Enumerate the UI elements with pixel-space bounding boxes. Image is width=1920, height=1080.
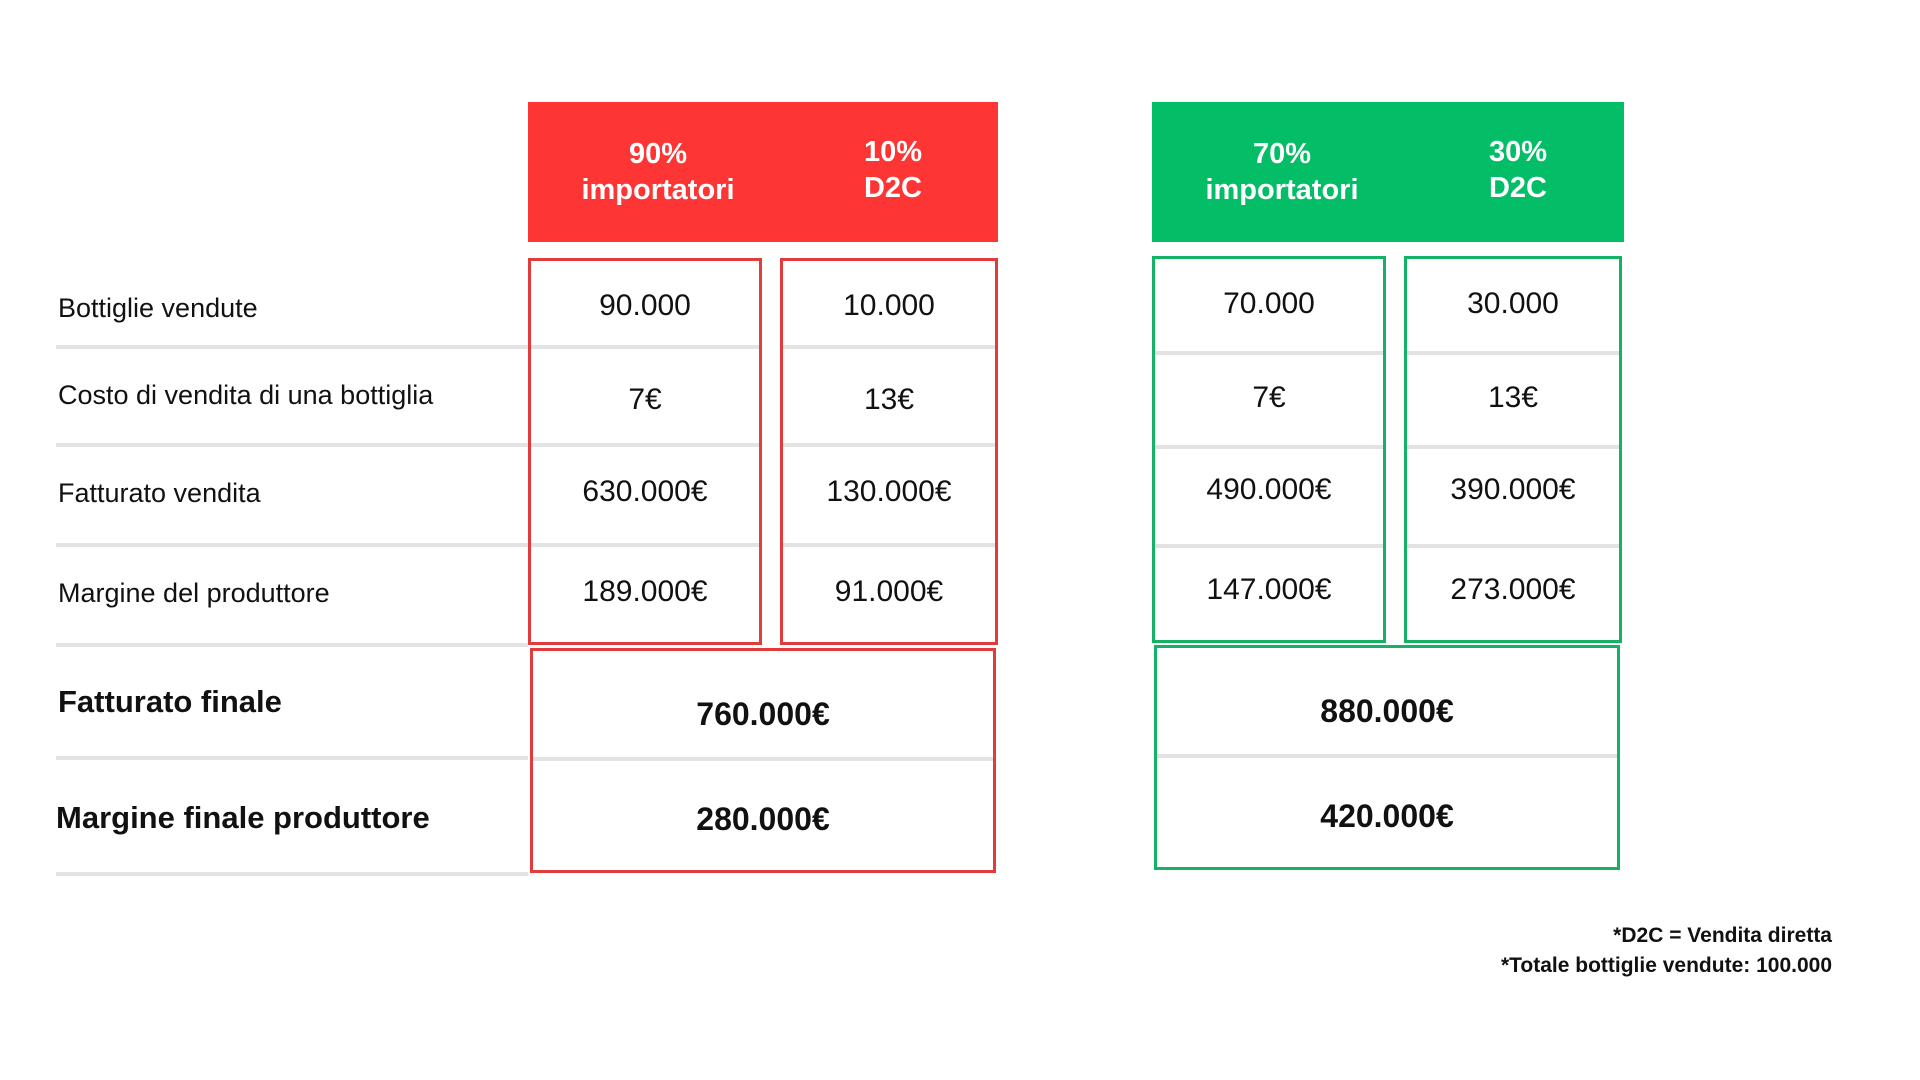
row-label-sales-revenue: Fatturato vendita [58,478,261,508]
row-separator [56,345,528,349]
row-separator [56,872,528,876]
footnote-total-bottles: *Totale bottiglie vendute: 100.000 [1500,954,1832,977]
cell-divider [1155,351,1383,355]
cell-divider [1155,445,1383,449]
cell-divider [783,543,995,547]
scenario-a-d2c-margin: 91.000€ [834,575,944,608]
row-separator [56,543,528,547]
cell-divider [531,543,759,547]
cell-divider [1407,544,1619,548]
scenario-b-d2c-margin: 273.000€ [1450,573,1576,606]
scenario-a-importers-header: 90% importatori [581,138,735,206]
cell-divider [1407,351,1619,355]
scenario-b-final-revenue: 880.000€ [1320,693,1454,729]
cell-divider [531,345,759,349]
scenario-a-d2c-revenue: 130.000€ [826,475,952,508]
scenario-a-d2c-column: 10.000 13€ 130.000€ 91.000€ [780,258,998,645]
scenario-b-importers-revenue: 490.000€ [1206,473,1332,506]
scenario-b-final-margin: 420.000€ [1320,798,1454,834]
scenario-b-importers-margin: 147.000€ [1206,573,1332,606]
scenario-a-final-margin: 280.000€ [696,801,830,837]
scenario-a-d2c-cost: 13€ [863,383,915,416]
cell-divider [531,443,759,447]
scenario-a-importers-revenue: 630.000€ [582,475,708,508]
scenario-a-totals: 760.000€ 280.000€ [530,648,996,873]
scenario-b-totals: 880.000€ 420.000€ [1154,645,1620,870]
row-label-final-revenue: Fatturato finale [58,684,282,719]
cell-divider [1157,754,1617,758]
cell-divider [783,443,995,447]
scenario-b-importers-bottles: 70.000 [1223,287,1315,320]
scenario-a-importers-margin: 189.000€ [582,575,708,608]
cell-divider [1155,544,1383,548]
cell-divider [1407,445,1619,449]
cell-divider [783,345,995,349]
scenario-a-importers-cost: 7€ [628,383,662,416]
cell-divider [533,757,993,761]
scenario-a-header: 90% importatori 10% D2C [528,102,998,242]
scenario-a-importers-bottles: 90.000 [599,289,691,322]
row-label-cost-per-bottle: Costo di vendita di una bottiglia [58,380,434,410]
scenario-a-d2c-header: 10% D2C [863,136,923,204]
scenario-b-d2c-bottles: 30.000 [1467,287,1559,320]
row-separator [56,756,528,760]
row-label-bottles-sold: Bottiglie vendute [58,293,258,323]
scenario-a-final-revenue: 760.000€ [696,696,830,732]
scenario-b-importers-cost: 7€ [1252,381,1286,414]
scenario-b-importers-column: 70.000 7€ 490.000€ 147.000€ [1152,256,1386,643]
scenario-a-d2c-bottles: 10.000 [843,289,935,322]
scenario-b-d2c-revenue: 390.000€ [1450,473,1576,506]
row-separator [56,443,528,447]
scenario-b-header: 70% importatori 30% D2C [1152,102,1624,242]
row-separator [56,643,528,647]
scenario-b-d2c-cost: 13€ [1487,381,1539,414]
scenario-a-importers-column: 90.000 7€ 630.000€ 189.000€ [528,258,762,645]
scenario-b-d2c-header: 30% D2C [1488,136,1548,204]
row-label-final-margin: Margine finale produttore [56,800,430,835]
footnote-d2c-definition: *D2C = Vendita diretta [1613,924,1832,947]
row-label-producer-margin: Margine del produttore [58,578,330,608]
scenario-b-importers-header: 70% importatori [1205,138,1359,206]
scenario-b-d2c-column: 30.000 13€ 390.000€ 273.000€ [1404,256,1622,643]
